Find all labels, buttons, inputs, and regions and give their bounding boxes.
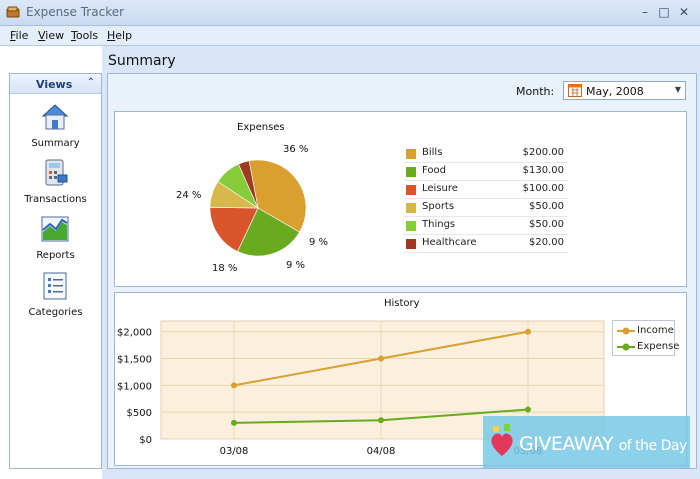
legend-name: Sports	[422, 201, 455, 212]
category-list-icon	[43, 272, 67, 300]
legend-name: Leisure	[422, 183, 458, 194]
month-value: May, 2008	[586, 85, 644, 98]
legend-name: Food	[422, 165, 446, 176]
sidebar-item-categories[interactable]: Categories	[10, 271, 101, 327]
window-title: Expense Tracker	[26, 5, 125, 19]
legend-row-healthcare: Healthcare $20.00	[404, 235, 568, 253]
y-tick-label: $2,000	[117, 328, 152, 339]
legend-row-food: Food $130.00	[404, 163, 568, 181]
sidebar-item-transactions[interactable]: Transactions	[10, 158, 101, 214]
views-sidebar: Views ⌃ Summary Transactions Reports	[9, 73, 102, 469]
y-tick-label: $500	[127, 408, 152, 419]
data-point-income	[378, 355, 384, 362]
legend-line-marker	[617, 327, 635, 335]
legend-item-income: Income	[617, 324, 675, 338]
pie-label-bills: 36 %	[283, 144, 309, 155]
legend-row-things: Things $50.00	[404, 217, 568, 235]
legend-name: Income	[637, 325, 674, 336]
legend-amount: $50.00	[529, 201, 564, 212]
legend-name: Expense	[637, 341, 680, 352]
legend-swatch	[406, 239, 416, 249]
title-bar: Expense Tracker – □ ✕	[0, 0, 700, 26]
page-title: Summary	[108, 53, 176, 69]
calendar-icon	[568, 84, 582, 97]
pie-label-food: 24 %	[176, 190, 202, 201]
collapse-chevron-icon[interactable]: ⌃	[86, 77, 95, 88]
watermark-text: GIVEAWAY of the Day	[519, 433, 687, 455]
pie-slice-food	[237, 207, 300, 257]
legend-item-expense: Expense	[617, 340, 679, 354]
x-tick-label: 04/08	[367, 446, 396, 457]
data-point-expense	[525, 406, 531, 413]
maximize-button[interactable]: □	[658, 5, 670, 19]
month-label: Month:	[516, 85, 555, 98]
sidebar-item-label: Categories	[28, 307, 83, 318]
pie-label-leisure: 18 %	[212, 263, 238, 274]
legend-name: Healthcare	[422, 237, 477, 248]
legend-amount: $50.00	[529, 219, 564, 230]
legend-line-marker	[617, 343, 635, 351]
menu-tools[interactable]: Tools	[71, 29, 99, 42]
data-point-income	[231, 382, 237, 389]
month-picker[interactable]: May, 2008 ▼	[563, 81, 686, 100]
pie-slice-bills	[248, 159, 307, 233]
expenses-pie-chart	[209, 159, 307, 257]
y-tick-label: $1,000	[117, 381, 152, 392]
legend-name: Things	[422, 219, 456, 230]
close-button[interactable]: ✕	[678, 5, 690, 19]
pie-label-things: 9 %	[309, 237, 329, 248]
y-tick-label: $1,500	[117, 355, 152, 366]
sidebar-item-label: Transactions	[24, 194, 87, 205]
report-chart-icon	[41, 216, 69, 242]
legend-row-leisure: Leisure $100.00	[404, 181, 568, 199]
menu-file[interactable]: File	[10, 29, 29, 42]
app-wallet-icon	[6, 6, 20, 18]
legend-amount: $200.00	[522, 147, 564, 158]
dropdown-arrow-icon[interactable]: ▼	[674, 85, 681, 94]
sidebar-header: Views ⌃	[10, 74, 101, 94]
data-point-expense	[378, 417, 384, 424]
history-legend: Income Expense	[612, 320, 679, 356]
pie-slice-leisure	[209, 207, 259, 252]
calculator-icon	[45, 159, 68, 186]
legend-amount: $20.00	[529, 237, 564, 248]
pie-slice-healthcare	[238, 160, 259, 209]
giveaway-watermark: GIVEAWAY of the Day	[483, 416, 690, 468]
legend-amount: $100.00	[522, 183, 564, 194]
legend-row-bills: Bills $200.00	[404, 145, 568, 163]
menu-bar: File View Tools Help	[0, 26, 700, 46]
legend-swatch	[406, 149, 416, 159]
data-point-income	[525, 328, 531, 335]
legend-amount: $130.00	[522, 165, 564, 176]
sidebar-item-summary[interactable]: Summary	[10, 102, 101, 158]
menu-help[interactable]: Help	[107, 29, 133, 42]
legend-swatch	[406, 185, 416, 195]
x-tick-label: 03/08	[220, 446, 249, 457]
minimize-button[interactable]: –	[642, 5, 648, 19]
legend-swatch	[406, 203, 416, 213]
history-title: History	[384, 298, 420, 309]
legend-name: Bills	[422, 147, 443, 158]
pie-label-sports: 9 %	[286, 260, 306, 271]
sidebar-item-label: Reports	[36, 250, 75, 261]
gift-heart-icon	[491, 424, 513, 456]
legend-swatch	[406, 221, 416, 231]
legend-swatch	[406, 167, 416, 177]
sidebar-header-label: Views	[36, 78, 73, 91]
sidebar-item-label: Summary	[31, 138, 80, 149]
menu-view[interactable]: View	[38, 29, 65, 42]
expenses-panel	[114, 111, 687, 287]
house-icon	[41, 104, 69, 130]
y-tick-label: $0	[139, 435, 152, 446]
data-point-expense	[231, 419, 237, 426]
expenses-title: Expenses	[237, 122, 285, 133]
legend-row-sports: Sports $50.00	[404, 199, 568, 217]
sidebar-item-reports[interactable]: Reports	[10, 214, 101, 270]
